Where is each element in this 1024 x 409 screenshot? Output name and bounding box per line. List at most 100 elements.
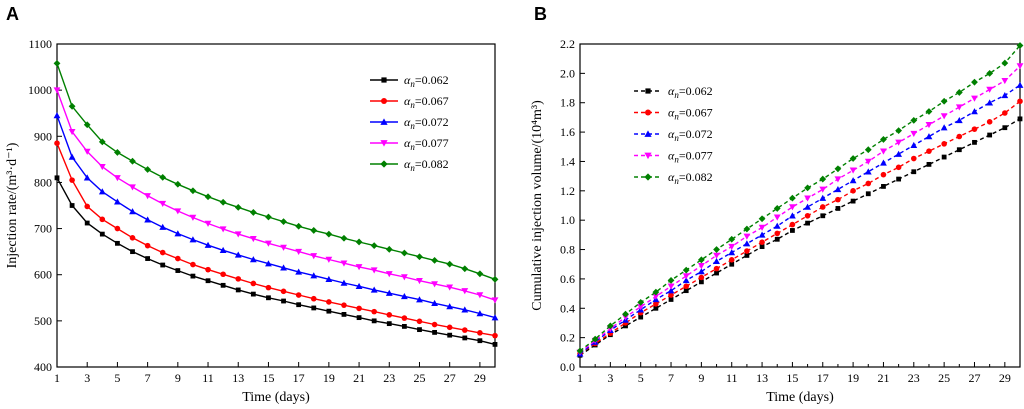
legend-alpha: α xyxy=(668,127,675,141)
series-1 xyxy=(577,116,1023,358)
data-point xyxy=(667,287,675,294)
data-point xyxy=(99,216,106,223)
data-point xyxy=(1002,125,1008,131)
data-point xyxy=(819,175,827,183)
legend-value: =0.062 xyxy=(415,73,449,87)
legend-alpha: α xyxy=(404,136,411,150)
data-point xyxy=(385,271,393,278)
x-tick-label: 11 xyxy=(202,371,214,385)
data-point xyxy=(492,332,498,339)
data-point xyxy=(849,177,857,184)
data-point xyxy=(68,128,76,136)
legend-label: αn=0.072 xyxy=(404,115,449,131)
data-point xyxy=(190,273,196,279)
data-point xyxy=(431,281,438,288)
data-point xyxy=(491,314,499,321)
data-point xyxy=(477,338,483,344)
data-point xyxy=(714,270,719,276)
series-2 xyxy=(54,140,498,339)
data-point xyxy=(1016,63,1024,70)
legend-alpha: α xyxy=(404,157,411,171)
data-point xyxy=(850,198,856,204)
data-point xyxy=(987,132,993,138)
x-tick-label: 25 xyxy=(938,371,950,385)
x-tick-label: 29 xyxy=(474,371,486,385)
y-axis-title: Injection rate/(m³·d⁻¹) xyxy=(5,142,20,268)
data-point xyxy=(265,284,272,291)
data-point xyxy=(713,265,720,272)
data-point xyxy=(129,208,136,215)
data-point xyxy=(864,168,872,175)
data-point xyxy=(576,347,584,355)
data-point xyxy=(1001,59,1009,67)
legend-subscript: n xyxy=(674,176,679,186)
data-point xyxy=(986,86,994,93)
data-point xyxy=(326,299,332,305)
data-point xyxy=(697,268,705,275)
data-point xyxy=(340,279,348,286)
data-point xyxy=(370,267,378,274)
y-tick-label: 0.8 xyxy=(560,243,575,257)
legend-label: αn=0.082 xyxy=(668,170,713,186)
y-tick-label: 400 xyxy=(34,360,52,374)
data-point xyxy=(340,234,348,242)
legend-alpha: α xyxy=(404,115,411,129)
data-point xyxy=(986,69,994,77)
data-point xyxy=(789,221,796,228)
data-point xyxy=(623,323,628,329)
x-tick-label: 29 xyxy=(999,371,1011,385)
data-point xyxy=(835,196,841,203)
data-point xyxy=(790,228,795,233)
data-point xyxy=(325,256,333,263)
x-tick-label: 27 xyxy=(968,371,980,385)
x-tick-label: 23 xyxy=(908,371,920,385)
data-point xyxy=(880,148,887,155)
data-point xyxy=(682,266,690,274)
data-point xyxy=(880,171,887,178)
data-point xyxy=(401,323,407,329)
y-tick-label: 1100 xyxy=(28,37,52,51)
data-point xyxy=(129,184,136,191)
data-point xyxy=(159,223,167,230)
series-line xyxy=(579,45,1021,352)
y-tick-label: 900 xyxy=(34,129,52,143)
data-point xyxy=(385,289,393,296)
legend-marker xyxy=(380,160,388,168)
data-point xyxy=(295,248,303,256)
data-point xyxy=(355,238,363,246)
data-point xyxy=(386,312,393,318)
data-point xyxy=(477,330,483,336)
data-point xyxy=(386,321,392,327)
legend-alpha: α xyxy=(668,84,675,98)
data-point xyxy=(250,280,257,287)
y-tick-label: 2.0 xyxy=(560,66,575,80)
data-point xyxy=(249,209,257,216)
data-point xyxy=(326,308,332,314)
data-point xyxy=(622,310,629,318)
data-point xyxy=(235,276,242,282)
data-point xyxy=(295,268,303,275)
series-line xyxy=(579,84,1021,355)
data-point xyxy=(204,241,212,248)
y-tick-label: 600 xyxy=(34,268,52,282)
data-point xyxy=(234,251,242,258)
data-point xyxy=(941,141,947,147)
data-point xyxy=(114,149,121,156)
legend-subscript: n xyxy=(674,133,679,143)
data-point xyxy=(446,303,454,310)
data-point xyxy=(926,161,932,167)
data-point xyxy=(431,321,438,328)
data-point xyxy=(653,305,659,311)
y-tick-label: 1.4 xyxy=(560,154,575,168)
data-point xyxy=(400,249,408,257)
data-point xyxy=(652,288,660,296)
data-point xyxy=(265,260,272,267)
legend-value: =0.077 xyxy=(679,149,713,163)
data-point xyxy=(249,236,257,243)
x-tick-label: 23 xyxy=(383,371,395,385)
legend-label: αn=0.072 xyxy=(668,127,713,143)
series-line xyxy=(56,115,496,319)
y-tick-label: 1.0 xyxy=(560,213,575,227)
x-tick-label: 7 xyxy=(668,371,674,385)
legend-subscript: n xyxy=(410,121,415,131)
